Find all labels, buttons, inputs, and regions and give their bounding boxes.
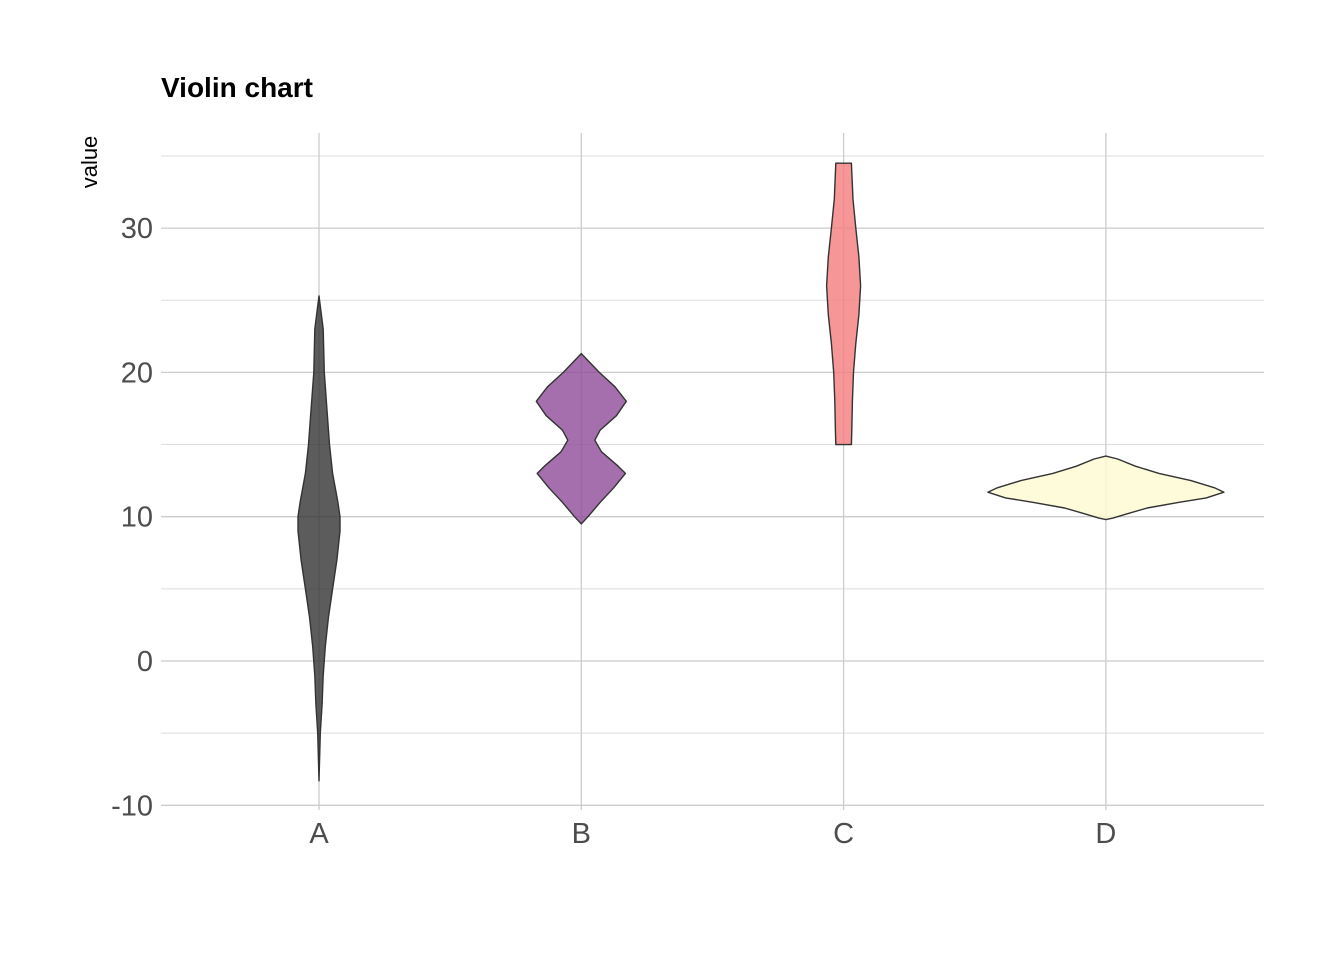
y-tick-label: 20 <box>121 357 153 389</box>
axis-layer: -10 0 10 20 30 A B C D <box>111 213 1116 850</box>
violin-B <box>535 352 627 525</box>
violin-C <box>825 162 862 446</box>
x-tick-label: C <box>833 818 854 850</box>
violin-D <box>987 455 1225 521</box>
y-tick-label: 10 <box>121 502 153 534</box>
x-tick-label: B <box>572 818 591 850</box>
violin-A <box>297 295 341 782</box>
y-tick-label: -10 <box>111 790 153 822</box>
y-tick-label: 30 <box>121 213 153 245</box>
y-axis-label: value <box>77 136 102 189</box>
chart-title: Violin chart <box>161 72 313 103</box>
y-tick-label: 0 <box>137 646 153 678</box>
violin-layer <box>297 162 1225 782</box>
x-tick-label: A <box>309 818 329 850</box>
x-tick-label: D <box>1095 818 1116 850</box>
